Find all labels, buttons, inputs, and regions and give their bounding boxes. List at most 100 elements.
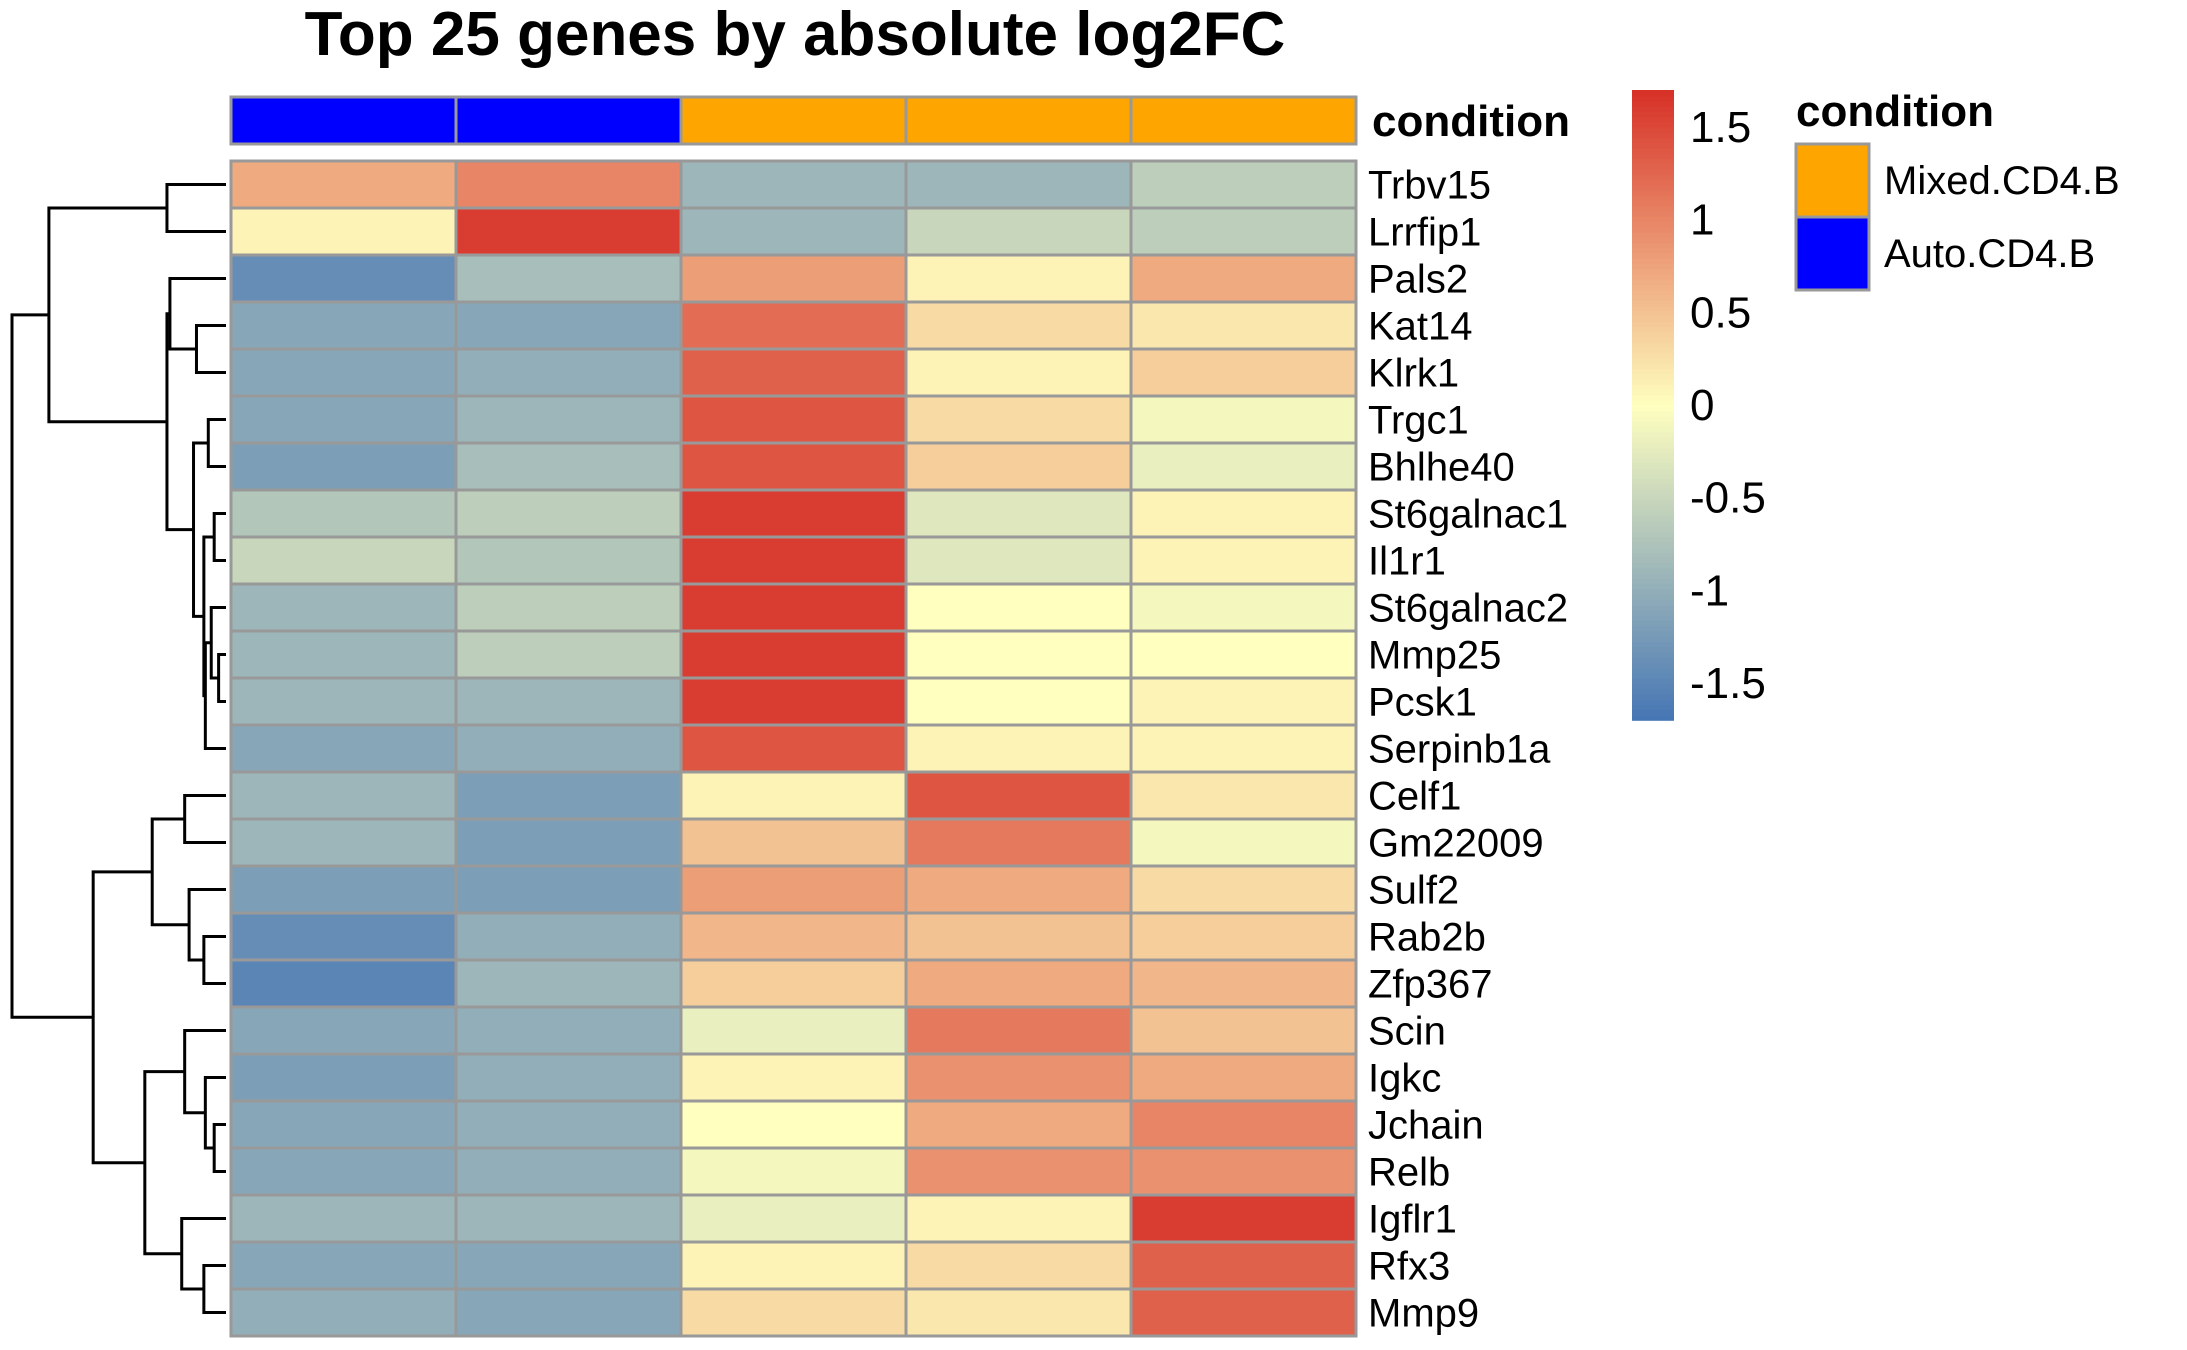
heatmap-cell xyxy=(904,582,1133,633)
color-scale-segment xyxy=(1632,321,1674,328)
color-scale-segment xyxy=(1632,688,1674,695)
condition-annotation-bar xyxy=(229,95,1358,146)
color-scale-segment xyxy=(1632,431,1674,438)
color-scale-segment xyxy=(1632,478,1674,485)
color-scale-segment xyxy=(1632,588,1674,595)
dendrogram-branch xyxy=(165,183,226,233)
dendrogram-branch xyxy=(10,313,94,1019)
heatmap-cell xyxy=(679,864,908,915)
color-scale-segment xyxy=(1632,252,1674,259)
row-label: Igkc xyxy=(1368,1057,1441,1101)
heatmap-cell xyxy=(229,488,458,539)
color-scale-segment xyxy=(1632,536,1674,543)
heatmap-cell xyxy=(454,911,683,962)
heatmap-cell xyxy=(229,1052,458,1103)
heatmap-cell xyxy=(904,1287,1133,1338)
color-scale-segment xyxy=(1632,609,1674,616)
color-scale-segment xyxy=(1632,394,1674,401)
dendrogram-branch xyxy=(203,1076,226,1150)
color-scale-tick-label: 1 xyxy=(1690,196,1714,245)
color-scale-segment xyxy=(1632,483,1674,490)
color-scale-segment xyxy=(1632,121,1674,128)
color-scale-segment xyxy=(1632,284,1674,291)
heatmap-cell xyxy=(1129,723,1358,774)
color-scale-segment xyxy=(1632,373,1674,380)
heatmap-cell xyxy=(229,582,458,633)
heatmap-cell xyxy=(454,441,683,492)
heatmap-cell xyxy=(1129,629,1358,680)
color-scale-segment xyxy=(1632,510,1674,517)
color-scale-segment xyxy=(1632,468,1674,475)
row-label: St6galnac2 xyxy=(1368,587,1568,631)
color-scale-segment xyxy=(1632,216,1674,223)
heatmap-cell xyxy=(229,770,458,821)
row-label: Rfx3 xyxy=(1368,1245,1450,1289)
heatmap-cell xyxy=(1129,206,1358,257)
heatmap-cell xyxy=(454,253,683,304)
color-scale-segment xyxy=(1632,147,1674,154)
heatmap-cell xyxy=(454,394,683,445)
dendrogram-branch xyxy=(203,641,226,750)
color-scale-segment xyxy=(1632,116,1674,123)
heatmap-cell xyxy=(454,958,683,1009)
row-label: Kat14 xyxy=(1368,305,1473,349)
annotation-cell xyxy=(229,95,458,146)
color-scale-segment xyxy=(1632,699,1674,706)
color-scale-segment xyxy=(1632,541,1674,548)
heatmap-cell xyxy=(229,629,458,680)
color-scale-segment xyxy=(1632,630,1674,637)
legend-swatch xyxy=(1794,142,1871,219)
color-scale-segment xyxy=(1632,447,1674,454)
color-scale-segment xyxy=(1632,368,1674,375)
heatmap-cell xyxy=(904,770,1133,821)
heatmap-cell xyxy=(679,911,908,962)
heatmap-cell xyxy=(454,864,683,915)
heatmap-cell xyxy=(454,817,683,868)
row-label: Mmp9 xyxy=(1368,1292,1479,1336)
heatmap-cell xyxy=(229,300,458,351)
heatmap-cell xyxy=(1129,1240,1358,1291)
color-scale-segment xyxy=(1632,126,1674,133)
heatmap-cell xyxy=(454,1099,683,1150)
dendrogram-branch xyxy=(183,794,226,844)
color-scale-ticks: -1.5 -1 -0.5 0 0.5 1 1.5 xyxy=(1690,103,1766,708)
heatmap-cell xyxy=(1129,817,1358,868)
color-scale-segment xyxy=(1632,294,1674,301)
color-scale-segment xyxy=(1632,384,1674,391)
row-label: Scin xyxy=(1368,1010,1446,1054)
color-scale-tick-label: 1.5 xyxy=(1690,103,1751,152)
heatmap-cell xyxy=(454,582,683,633)
heatmap-cell xyxy=(904,535,1133,586)
row-label: St6galnac1 xyxy=(1368,493,1568,537)
color-scale-segment xyxy=(1632,168,1674,175)
color-scale-segment xyxy=(1632,357,1674,364)
heatmap-cell xyxy=(679,1193,908,1244)
row-label: Klrk1 xyxy=(1368,352,1459,396)
color-scale-segment xyxy=(1632,457,1674,464)
color-scale-segment xyxy=(1632,184,1674,191)
color-scale-segment xyxy=(1632,646,1674,653)
heatmap-cell xyxy=(229,958,458,1009)
heatmap-cell xyxy=(1129,535,1358,586)
color-scale-segment xyxy=(1632,189,1674,196)
heatmap-cell xyxy=(904,206,1133,257)
color-scale-segment xyxy=(1632,578,1674,585)
heatmap-cell xyxy=(454,770,683,821)
dendrogram-branch xyxy=(212,512,226,562)
row-label: Igflr1 xyxy=(1368,1198,1457,1242)
color-scale-segment xyxy=(1632,221,1674,228)
dendrogram-branch xyxy=(150,817,190,927)
heatmap-cell xyxy=(679,535,908,586)
dendrogram-branch xyxy=(192,441,209,618)
heatmap-cell xyxy=(229,1193,458,1244)
dendrogram-branch xyxy=(202,935,226,985)
heatmap-cell xyxy=(454,300,683,351)
row-label: Mmp25 xyxy=(1368,634,1501,678)
heatmap-cell xyxy=(904,300,1133,351)
row-label: Il1r1 xyxy=(1368,540,1446,584)
heatmap-cell xyxy=(1129,1146,1358,1197)
row-label: Pals2 xyxy=(1368,258,1468,302)
heatmap-cell xyxy=(679,1287,908,1338)
color-scale-segment xyxy=(1632,179,1674,186)
